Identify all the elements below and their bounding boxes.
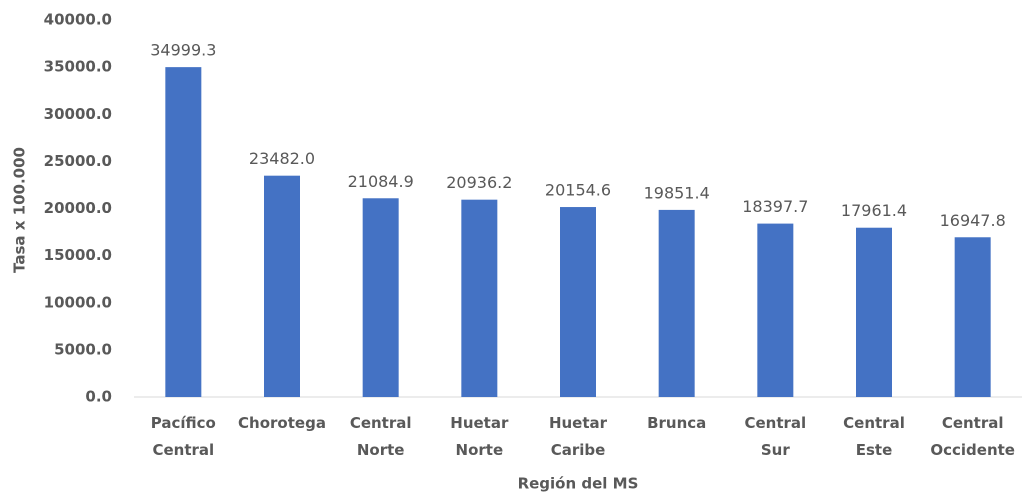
x-axis-title: Región del MS (518, 475, 639, 493)
bar (757, 223, 794, 397)
data-label: 17961.4 (841, 201, 907, 220)
y-axis-title: Tasa x 100.000 (11, 147, 29, 273)
x-tick-label: Central Occidente (930, 414, 1015, 459)
y-tick-label: 15000.0 (44, 246, 112, 264)
bar (264, 175, 300, 397)
y-tick-label: 30000.0 (44, 105, 112, 123)
bar (954, 237, 991, 397)
x-tick-label: Chorotega (238, 414, 326, 432)
data-label: 19851.4 (644, 183, 710, 202)
y-tick-label: 20000.0 (44, 199, 112, 217)
data-label: 20936.2 (446, 173, 512, 192)
data-label: 34999.3 (150, 41, 216, 60)
data-label: 21084.9 (348, 172, 414, 191)
y-tick-label: 5000.0 (54, 340, 112, 358)
data-label: 20154.6 (545, 181, 611, 200)
bar (461, 199, 498, 397)
x-tick-label: Central Norte (350, 414, 412, 459)
data-label: 23482.0 (249, 149, 315, 168)
y-tick-label: 10000.0 (44, 293, 112, 311)
x-tick-label: Brunca (647, 414, 706, 432)
y-tick-label: 40000.0 (44, 11, 112, 29)
bar (165, 67, 202, 398)
y-tick-label: 0.0 (85, 388, 112, 406)
x-tick-label: Huetar Caribe (549, 414, 608, 459)
bar (856, 227, 892, 397)
x-tick-label: Central Sur (744, 414, 806, 459)
bar (362, 198, 399, 397)
y-tick-label: 25000.0 (44, 152, 112, 170)
y-tick-label: 35000.0 (44, 58, 112, 76)
bar (560, 207, 596, 397)
x-tick-label: Pacífico Central (151, 414, 216, 459)
x-tick-label: Huetar Norte (450, 414, 509, 459)
bar (658, 209, 695, 397)
data-label: 18397.7 (742, 197, 808, 216)
x-tick-label: Central Este (843, 414, 905, 459)
data-label: 16947.8 (940, 211, 1006, 230)
